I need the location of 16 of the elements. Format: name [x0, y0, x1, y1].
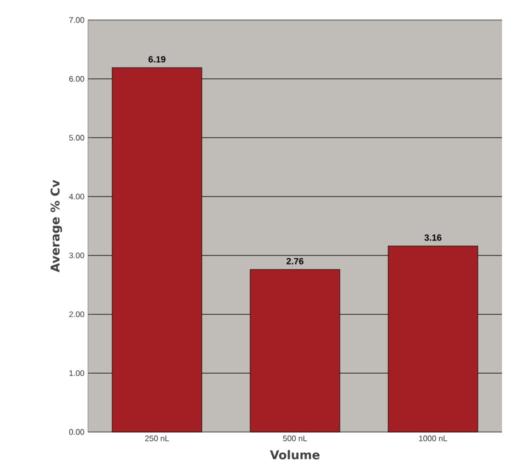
data-label: 6.19: [148, 56, 166, 62]
y-tick-label: 3.00: [69, 252, 84, 258]
x-tick-label: 500 nL: [283, 436, 307, 442]
y-tick-label: 2.00: [69, 311, 84, 318]
data-label: 3.16: [424, 234, 442, 241]
y-tick-label: 7.00: [69, 17, 84, 23]
x-axis-title: Volume: [270, 450, 320, 460]
data-label: 2.76: [286, 258, 304, 264]
y-tick-label: 4.00: [69, 194, 84, 200]
x-tick-label: 1000 nL: [419, 436, 448, 442]
y-tick-label: 0.00: [69, 429, 84, 435]
y-tick-label: 6.00: [69, 76, 84, 82]
y-tick-label: 5.00: [69, 134, 84, 141]
x-tick-label: 250 nL: [145, 436, 169, 442]
y-axis-title: Average % Cv: [50, 180, 62, 272]
y-tick-label: 1.00: [70, 370, 84, 376]
